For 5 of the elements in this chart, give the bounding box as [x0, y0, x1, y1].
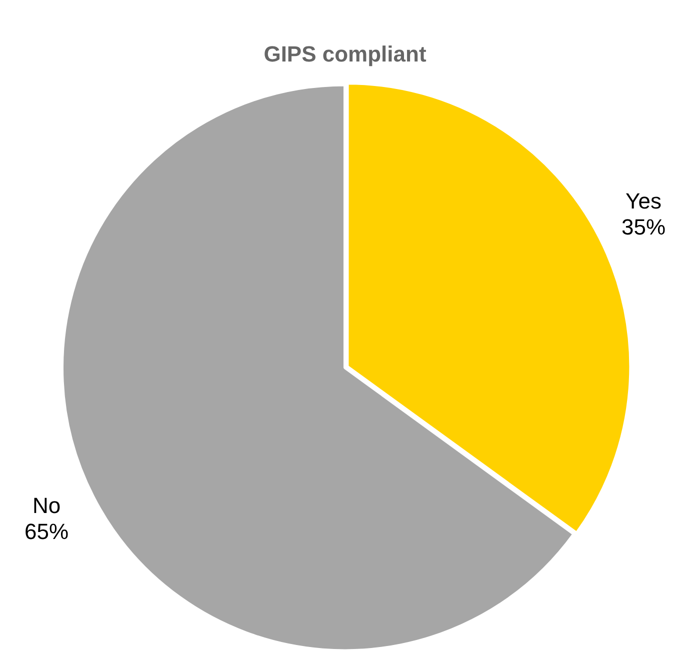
slice-label: No [32, 492, 61, 518]
chart-title: GIPS compliant [264, 41, 427, 66]
slice-label: Yes [626, 188, 662, 214]
data-label: 35% [621, 214, 666, 240]
data-label: 65% [24, 518, 69, 544]
